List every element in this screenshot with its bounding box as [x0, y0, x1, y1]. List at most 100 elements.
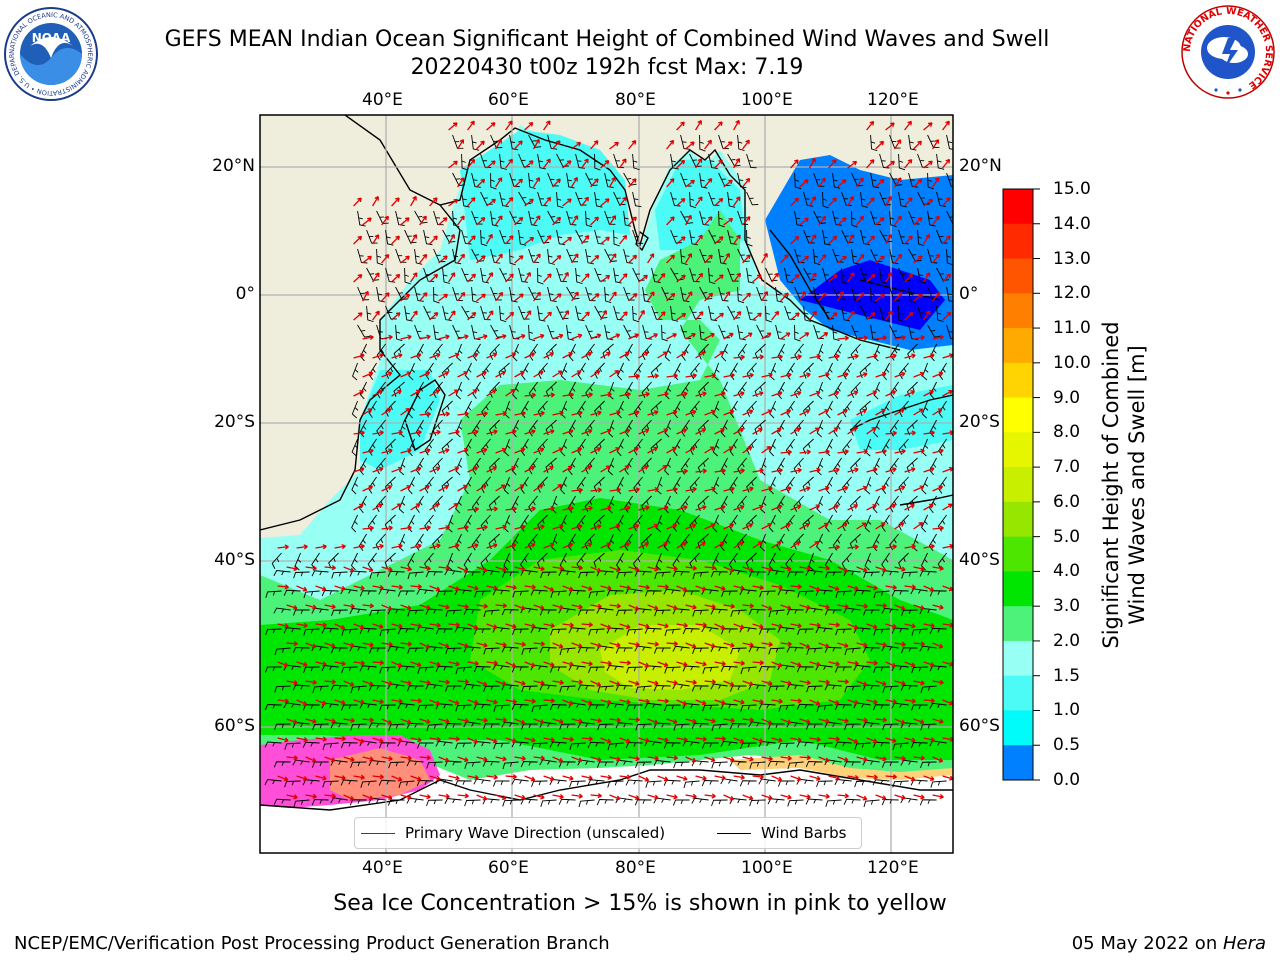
- wind-barb: [385, 400, 396, 417]
- sea-ice-edge-yellow: [730, 755, 953, 780]
- wave-direction-arrow: [495, 177, 503, 188]
- wind-barb: [520, 476, 529, 494]
- wave-direction-arrow: [704, 679, 716, 685]
- wave-direction-arrow: [429, 235, 438, 245]
- wave-direction-arrow: [400, 794, 412, 800]
- wave-direction-arrow: [638, 623, 650, 629]
- wind-barb: [870, 286, 877, 304]
- wave-direction-arrow: [837, 756, 849, 763]
- bottom-lon-tick-label: 40°E: [362, 858, 403, 878]
- wave-direction-arrow: [733, 699, 745, 705]
- wind-barb: [689, 267, 700, 283]
- wind-barb: [644, 590, 662, 597]
- wind-barb: [490, 172, 497, 190]
- wind-barb: [691, 797, 709, 804]
- wind-barb: [489, 419, 500, 436]
- wind-barb: [860, 267, 872, 282]
- wind-barb: [689, 476, 700, 493]
- wave-direction-arrow: [752, 427, 763, 435]
- wind-barb: [737, 210, 749, 225]
- wind-barb: [511, 457, 519, 476]
- wind-barb: [625, 704, 643, 711]
- wave-direction-arrow: [590, 216, 599, 226]
- wave-direction-arrow: [894, 566, 906, 572]
- wind-barb: [379, 704, 396, 712]
- wave-direction-arrow: [818, 409, 829, 416]
- wave-direction-arrow: [486, 122, 496, 131]
- wind-barb: [537, 229, 550, 244]
- wind-barb: [616, 609, 633, 617]
- wave-direction-arrow: [837, 485, 849, 492]
- wind-barb: [898, 191, 907, 208]
- wave-direction-arrow: [875, 448, 887, 455]
- wind-barb: [920, 761, 937, 769]
- colorbar-segment: [1003, 328, 1033, 364]
- wave-direction-arrow: [391, 543, 403, 549]
- wind-barb: [433, 324, 442, 341]
- wave-direction-arrow: [476, 334, 488, 340]
- wind-barb: [423, 305, 436, 320]
- wave-direction-arrow: [410, 775, 422, 782]
- wave-direction-arrow: [847, 467, 859, 473]
- wave-direction-arrow: [324, 604, 336, 610]
- wave-direction-arrow: [666, 254, 675, 264]
- wave-direction-arrow: [524, 160, 534, 169]
- wind-barb: [273, 570, 291, 577]
- wave-direction-arrow: [723, 141, 733, 150]
- wind-barb: [432, 533, 443, 550]
- wave-direction-arrow: [400, 604, 412, 611]
- colorbar-tick-label: 12.0: [1053, 283, 1091, 304]
- wave-direction-arrow: [809, 157, 816, 169]
- wind-barb: [441, 438, 453, 455]
- wind-barb: [340, 704, 358, 711]
- wave-direction-arrow: [647, 566, 659, 572]
- wind-barb: [737, 343, 747, 361]
- wind-barb: [556, 153, 569, 167]
- wind-barb: [765, 267, 778, 282]
- wind-barb: [832, 172, 841, 189]
- wind-barb: [740, 666, 757, 675]
- wave-direction-arrow: [400, 755, 412, 761]
- wave-direction-arrow: [305, 604, 317, 610]
- wind-barb: [424, 438, 434, 456]
- wind-barb: [577, 362, 586, 380]
- wave-direction-arrow: [296, 661, 308, 667]
- wave-direction-arrow: [391, 466, 403, 473]
- wave-direction-arrow: [923, 661, 935, 667]
- wind-barb: [606, 590, 624, 597]
- wind-barb: [352, 362, 359, 381]
- wave-direction-arrow: [476, 255, 486, 264]
- wave-direction-arrow: [752, 541, 763, 549]
- wave-direction-arrow: [562, 392, 574, 398]
- wind-barb: [537, 438, 548, 455]
- wind-barb: [613, 267, 622, 284]
- wave-direction-arrow: [391, 430, 403, 436]
- wind-barb: [616, 400, 624, 419]
- wind-barb: [556, 229, 566, 246]
- wind-barb: [786, 571, 804, 578]
- wind-barb: [585, 210, 593, 228]
- wave-direction-arrow: [343, 794, 355, 801]
- wave-direction-arrow: [837, 449, 849, 455]
- wave-direction-arrow: [552, 370, 563, 378]
- wind-barb: [559, 514, 567, 533]
- wind-barb: [713, 400, 720, 419]
- wave-direction-arrow: [343, 756, 355, 762]
- wave-direction-arrow: [334, 623, 346, 630]
- wave-direction-arrow: [695, 119, 702, 131]
- wave-direction-arrow: [828, 197, 837, 207]
- wave-direction-arrow: [277, 623, 289, 629]
- wave-direction-arrow: [723, 291, 731, 302]
- wind-barb: [721, 590, 738, 598]
- wave-direction-arrow: [619, 428, 631, 435]
- wind-barb: [395, 248, 407, 263]
- wave-direction-arrow: [923, 430, 935, 436]
- wind-barb: [739, 780, 757, 787]
- wave-direction-arrow: [913, 178, 923, 188]
- wind-barb: [842, 438, 852, 456]
- wind-barb: [303, 628, 320, 636]
- wind-barb: [596, 607, 614, 614]
- wave-direction-arrow: [590, 293, 600, 302]
- wave-direction-arrow: [619, 737, 631, 744]
- wave-direction-arrow: [524, 236, 535, 245]
